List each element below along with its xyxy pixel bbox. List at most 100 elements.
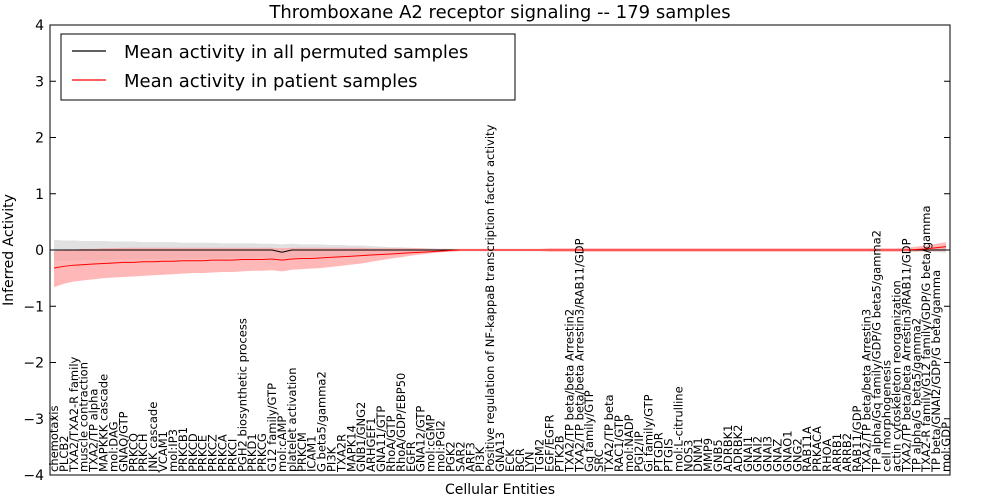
entity-label: TXA2/TP beta/beta Arrestin3/RAB11/GDP [572,238,586,473]
entity-label: RAC1/GTP [612,415,626,472]
entity-label: GNAI1 [741,436,755,472]
y-tick-label: 4 [35,18,44,34]
entity-label: PTGDR [652,432,666,472]
series-lines [53,246,947,269]
entity-label: PGI2/IP [632,431,646,472]
entity-label: BCR [513,448,527,472]
chart-title: Thromboxane A2 receptor signaling -- 179… [268,2,730,23]
entity-label: TXA2/TP beta/beta Arrestin3 [860,309,874,473]
entity-label: PRKACA [810,426,824,472]
entity-label: GNA12/GTP [414,406,428,472]
y-tick-label: 2 [35,131,44,147]
entity-label: PRKCQ [126,433,140,472]
y-tick-label: −2 [23,356,44,372]
entity-label: G beta5/gamma2 [315,371,329,472]
legend-label-permuted: Mean activity in all permuted samples [124,42,468,63]
entity-label: PI3K [325,446,339,472]
entity-label: actin cytoskeleton reorganization [889,280,903,472]
entity-label: RhoA/GDP/EBP50 [394,373,408,472]
entity-label: muscle contraction [77,362,91,472]
entity-label: PRKCI [225,439,239,472]
entity-label: RHOA [820,439,834,472]
entity-label: mol:GDP [939,422,953,472]
entity-label: NOS3 [681,440,695,472]
entity-label: TXA2-R family/G12 family/GDP/G beta/gamm… [919,205,933,473]
entity-label: TP alpha/Gq family/GDP/G beta5/gamma2 [870,230,884,473]
entity-label: VCAM1 [156,431,170,472]
entity-label: PRKCM [295,432,309,472]
confidence-bands [54,239,946,288]
entity-label: RAB11/GDP [850,405,864,472]
y-tick-label: −1 [23,299,44,315]
entity-label: ARRB1 [830,433,844,472]
entity-label: MAPK14 [344,425,358,472]
entity-label: PRKD1 [245,433,259,472]
entity-label: RAB11A [800,426,814,472]
entity-label: mol:cGMP [424,415,438,472]
entity-label: ARHGEF1 [364,417,378,472]
entity-label: PRKCE [196,435,210,472]
entity-label: GNAI3 [761,436,775,472]
entity-label: PGK2 [443,441,457,472]
entity-label: mol:DAG [106,421,120,472]
entity-label: platelet activation [285,367,299,472]
entity-label: LYN [523,451,537,472]
y-axis-ticks: −4 −3 −2 −1 0 1 2 3 4 [23,18,950,484]
entity-label: ICAM1 [305,435,319,472]
entity-label: mol:L-citrulline [671,386,685,472]
entity-label: TXA2/TXA2-R family [67,356,81,473]
entity-label: TP beta/GNAI2/GDP/G beta/gamma [929,270,943,473]
y-tick-label: −4 [23,468,44,484]
legend-box [60,33,516,101]
entity-label: G12 family/GTP [265,383,279,472]
entity-label: TXA2R [334,434,348,473]
entity-label: TP alpha/G beta5/gamma2 [909,318,923,473]
entity-label: ADRBK2 [731,425,745,472]
entity-label: PRKCG [255,433,269,472]
entity-label: SRC [592,449,606,472]
entity-label: TXA2/TP beta [602,394,616,473]
entity-label: ECK [503,449,517,472]
entity-label: ADRBK1 [721,425,735,472]
entity-label: TGM2 [533,439,547,473]
y-tick-label: 3 [35,74,44,90]
entity-label: MAPKKK cascade [97,374,111,472]
legend: Mean activity in all permuted samples Me… [60,33,516,101]
entity-label: GNAQ/GTP [116,411,130,472]
entity-label: PRKCH [136,433,150,472]
entity-label: PGH2 biosynthetic process [235,318,249,472]
patient-mean-line [53,246,947,269]
entity-label: ARF3 [463,442,477,472]
entity-label: PRKCZ [206,434,220,472]
entity-label: EGF/EGFR [543,415,557,472]
entity-label: Gq family/GTP [582,390,596,472]
entity-label: mol:NADP [622,414,636,472]
x-axis-label: Cellular Entities [445,482,555,498]
entity-label: EGFR [404,441,418,472]
entity-label: GNG2 [790,438,804,472]
entity-label: PRKCA [215,434,229,472]
entity-label: GNAI2 [751,436,765,472]
y-tick-label: −3 [23,412,44,428]
entity-label: DNM1 [691,437,705,472]
entity-label: mol:IP3 [166,429,180,472]
entity-label: mol:PGI2 [434,420,448,472]
entity-label: PRKCB1 [176,427,190,472]
entity-label: GNAZ [771,439,785,472]
y-axis-label: Inferred Activity [1,194,17,306]
y-tick-label: 0 [35,243,44,259]
entity-label: Positive regulation of NF-kappaB transcr… [483,124,497,472]
entity-label: GNAO1 [780,430,794,472]
entity-label: PRKCD [186,433,200,472]
entity-label: PLCB2 [57,435,71,472]
entity-label: TXA2/TP alpha [87,389,101,473]
entity-label: SAR2 [453,441,467,472]
entity-label: mol:cAMP [275,416,289,472]
entity-label: Gi family/GTP [642,394,656,472]
entity-label: PTK2B [552,435,566,472]
entity-label: PI3K [473,446,487,472]
legend-label-patient: Mean activity in patient samples [124,71,418,92]
entity-label: GNB5 [711,439,725,472]
entity-label: MMP9 [701,438,715,472]
